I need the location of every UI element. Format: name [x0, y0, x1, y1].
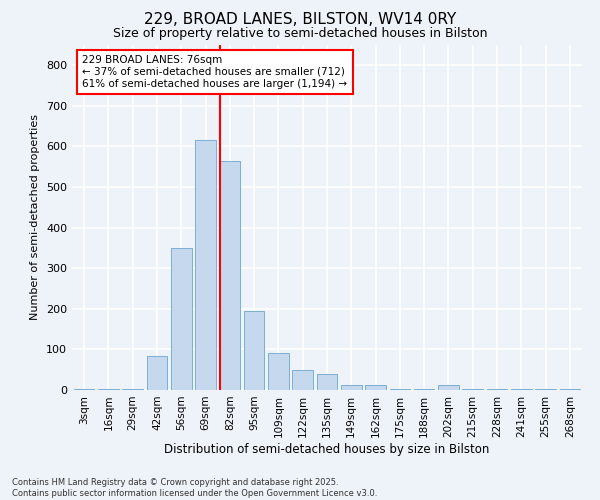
Bar	[195, 140, 216, 390]
Bar	[438, 385, 459, 390]
Bar	[268, 354, 289, 390]
Bar	[389, 389, 410, 390]
Bar	[74, 389, 94, 390]
Bar	[414, 389, 434, 390]
X-axis label: Distribution of semi-detached houses by size in Bilston: Distribution of semi-detached houses by …	[164, 442, 490, 456]
Y-axis label: Number of semi-detached properties: Number of semi-detached properties	[31, 114, 40, 320]
Bar	[122, 389, 143, 390]
Bar	[511, 389, 532, 390]
Bar	[292, 370, 313, 390]
Bar	[535, 389, 556, 390]
Bar	[220, 160, 240, 390]
Bar	[146, 356, 167, 390]
Bar	[317, 374, 337, 390]
Text: 229 BROAD LANES: 76sqm
← 37% of semi-detached houses are smaller (712)
61% of se: 229 BROAD LANES: 76sqm ← 37% of semi-det…	[82, 56, 347, 88]
Text: Size of property relative to semi-detached houses in Bilston: Size of property relative to semi-detach…	[113, 28, 487, 40]
Bar	[171, 248, 191, 390]
Bar	[463, 389, 483, 390]
Text: 229, BROAD LANES, BILSTON, WV14 0RY: 229, BROAD LANES, BILSTON, WV14 0RY	[144, 12, 456, 28]
Bar	[98, 389, 119, 390]
Bar	[487, 389, 508, 390]
Bar	[244, 311, 265, 390]
Bar	[365, 385, 386, 390]
Bar	[560, 389, 580, 390]
Text: Contains HM Land Registry data © Crown copyright and database right 2025.
Contai: Contains HM Land Registry data © Crown c…	[12, 478, 377, 498]
Bar	[341, 385, 362, 390]
